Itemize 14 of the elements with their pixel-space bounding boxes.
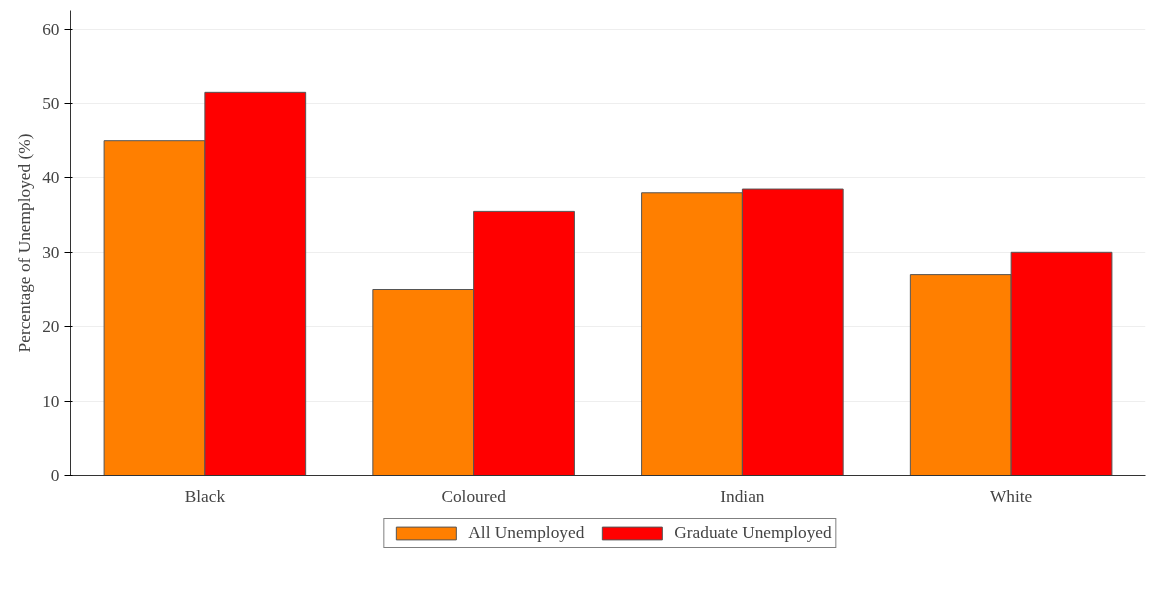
y-tick-label: 40 [42, 168, 60, 188]
y-tick-label: 20 [42, 317, 60, 337]
y-tick-label: 30 [42, 242, 60, 262]
legend-label: All Unemployed [468, 523, 585, 543]
x-tick-label: White [989, 486, 1033, 506]
y-tick-label: 60 [42, 19, 60, 39]
x-tick-label: Black [184, 486, 226, 506]
y-tick-label: 0 [50, 466, 60, 485]
y-axis-title: Percentage of Unemployed (%) [15, 133, 35, 353]
x-tick-label: Indian [720, 486, 765, 506]
y-tick-label: 50 [42, 94, 60, 113]
legend-label: Graduate Unemployed [674, 523, 832, 543]
y-tick-label: 10 [42, 391, 60, 411]
x-tick-label: Coloured [441, 486, 507, 506]
